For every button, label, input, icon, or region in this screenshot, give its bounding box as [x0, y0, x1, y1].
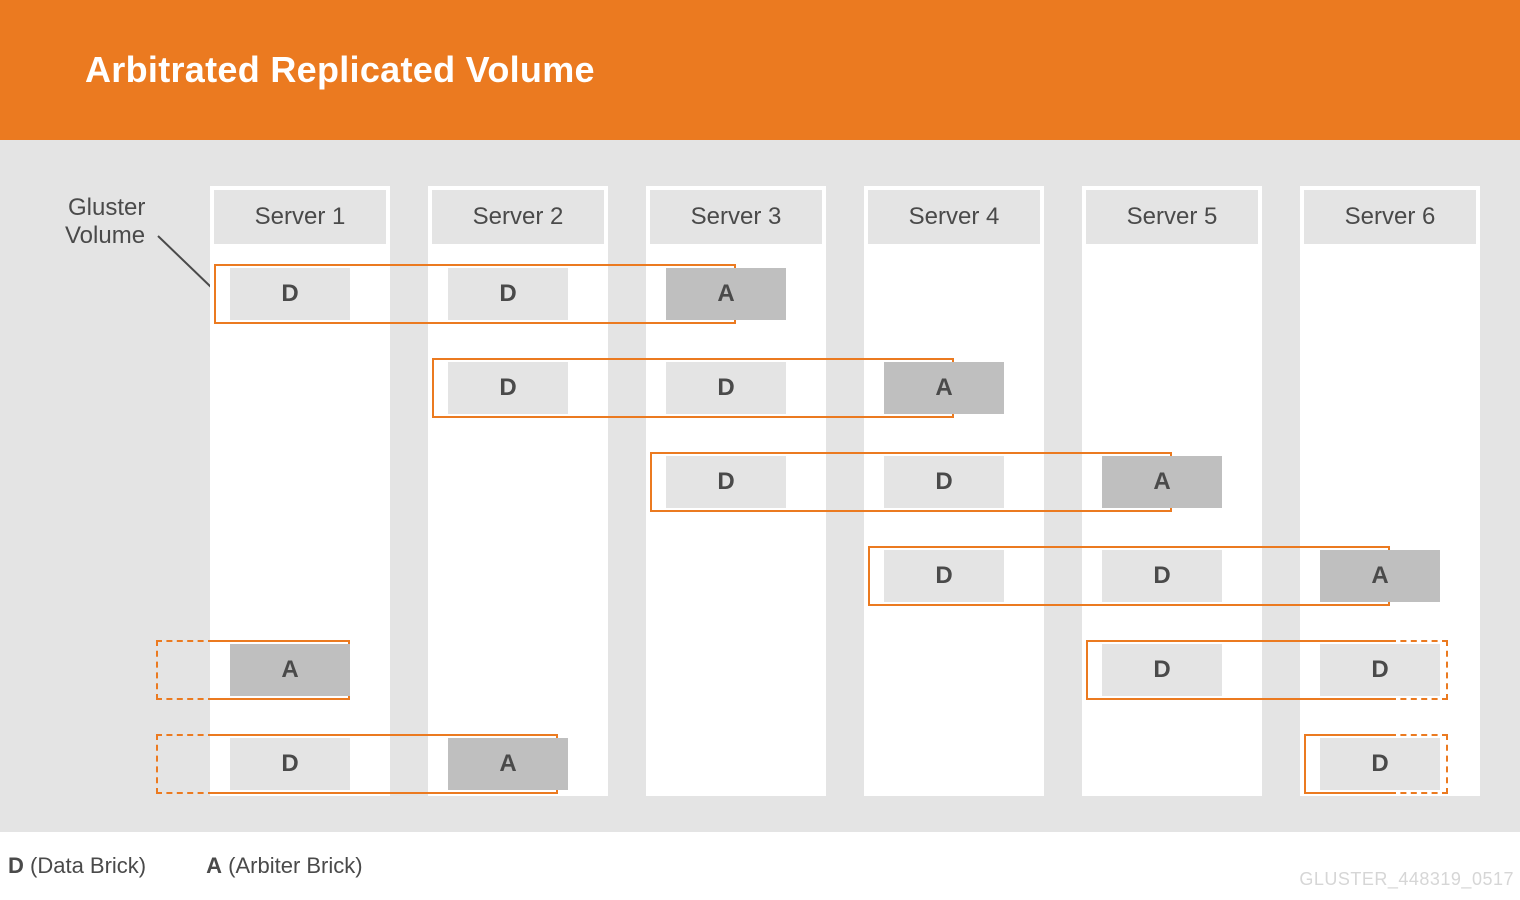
server-header: Server 1	[214, 190, 386, 244]
data-brick: D	[230, 268, 350, 320]
data-brick: D	[448, 268, 568, 320]
arbiter-brick: A	[448, 738, 568, 790]
data-brick: D	[884, 456, 1004, 508]
data-brick: D	[666, 456, 786, 508]
data-brick: D	[1320, 644, 1440, 696]
volume-wrap-extension	[156, 640, 214, 700]
arbiter-brick: A	[1320, 550, 1440, 602]
arbiter-brick: A	[230, 644, 350, 696]
legend-data-brick: D (Data Brick)	[8, 853, 146, 879]
data-brick: D	[1320, 738, 1440, 790]
volume-wrap-extension	[156, 734, 214, 794]
footer-code: GLUSTER_448319_0517	[1299, 869, 1514, 890]
data-brick: D	[884, 550, 1004, 602]
arbiter-brick: A	[884, 362, 1004, 414]
legend-arbiter-brick: A (Arbiter Brick)	[206, 853, 362, 879]
diagram-canvas: Gluster Volume Server 1Server 2Server 3S…	[0, 140, 1520, 832]
server-header: Server 3	[650, 190, 822, 244]
data-brick: D	[448, 362, 568, 414]
server-header: Server 5	[1086, 190, 1258, 244]
data-brick: D	[230, 738, 350, 790]
server-header: Server 2	[432, 190, 604, 244]
server-column: Server 6	[1300, 186, 1480, 796]
data-brick: D	[1102, 644, 1222, 696]
data-brick: D	[1102, 550, 1222, 602]
header-bar: Arbitrated Replicated Volume	[0, 0, 1520, 140]
arbiter-brick: A	[1102, 456, 1222, 508]
server-header: Server 6	[1304, 190, 1476, 244]
arbiter-brick: A	[666, 268, 786, 320]
footer-bar: D (Data Brick) A (Arbiter Brick) GLUSTER…	[0, 832, 1520, 900]
data-brick: D	[666, 362, 786, 414]
page-title: Arbitrated Replicated Volume	[85, 49, 595, 91]
server-header: Server 4	[868, 190, 1040, 244]
